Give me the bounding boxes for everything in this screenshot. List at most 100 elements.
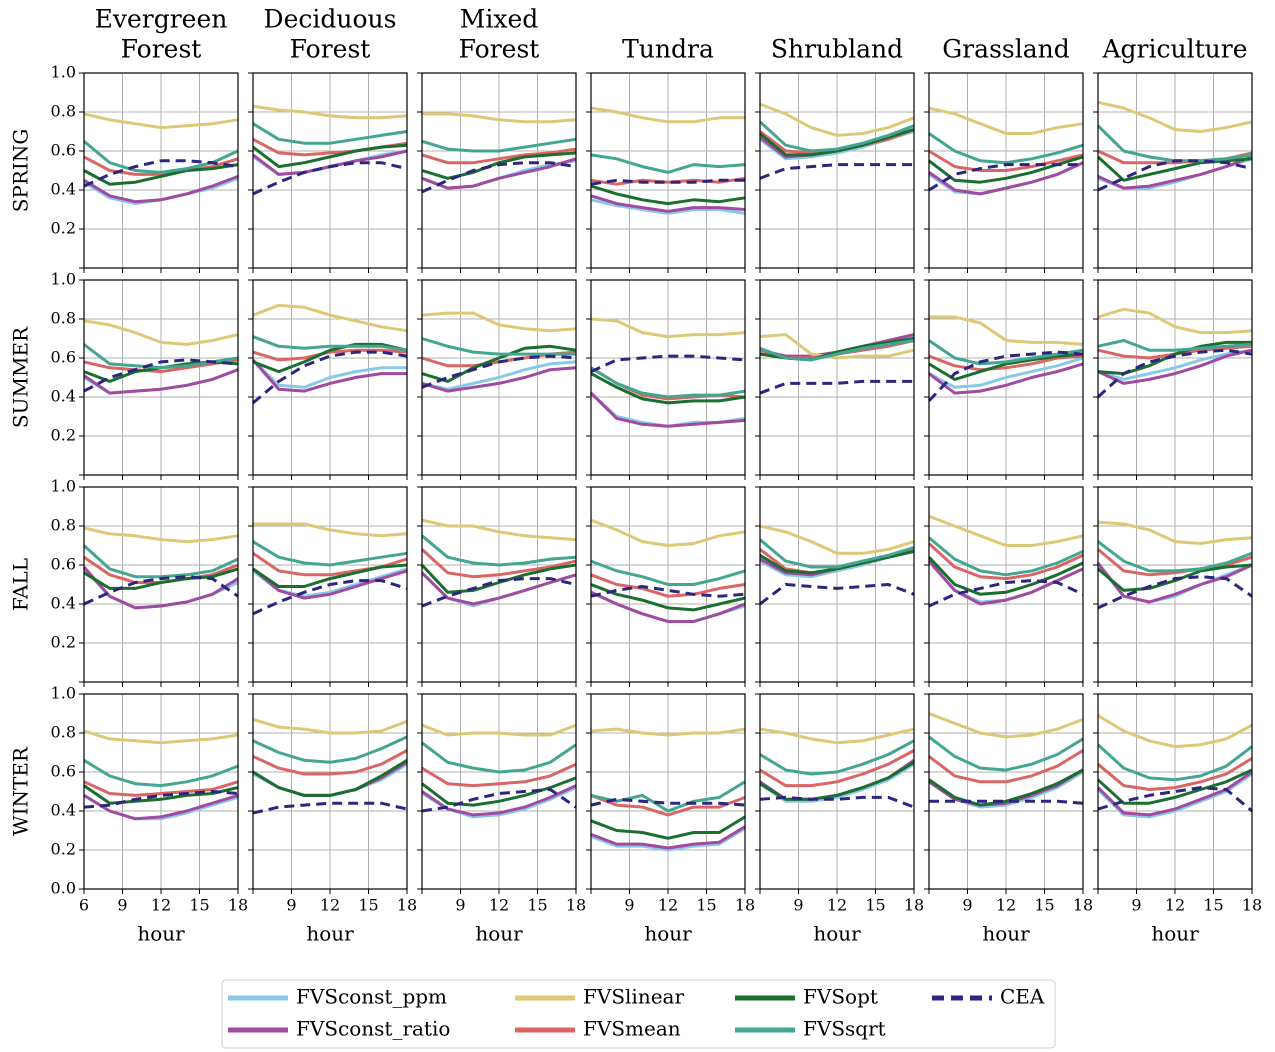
series-line bbox=[927, 556, 1084, 596]
series-line bbox=[421, 762, 577, 788]
series-line bbox=[759, 761, 915, 801]
series-line bbox=[759, 163, 914, 180]
series-line bbox=[83, 319, 239, 346]
series-line bbox=[421, 337, 576, 356]
y-tick-label: 1.0 bbox=[51, 270, 76, 289]
series-line bbox=[590, 590, 746, 623]
series-line bbox=[421, 161, 577, 194]
x-tick-label: 9 bbox=[793, 896, 803, 915]
x-tick-label: 18 bbox=[735, 896, 755, 915]
row-label: SUMMER bbox=[9, 326, 33, 428]
series-line bbox=[927, 560, 1084, 606]
x-tick-label: 9 bbox=[117, 896, 127, 915]
series-line bbox=[1097, 540, 1253, 573]
series-line bbox=[928, 536, 1084, 577]
column-title: Deciduous bbox=[264, 5, 397, 34]
series-line bbox=[251, 358, 407, 389]
series-line bbox=[83, 368, 239, 395]
y-tick-label: 0.4 bbox=[51, 387, 76, 406]
y-tick-label: 1.0 bbox=[51, 63, 76, 82]
series-line bbox=[83, 759, 239, 788]
x-axis-label: hour bbox=[813, 922, 861, 946]
series-line bbox=[928, 149, 1084, 172]
series-line bbox=[420, 548, 577, 579]
series-line bbox=[759, 583, 915, 606]
series-line bbox=[759, 379, 914, 395]
x-tick-label: 15 bbox=[1034, 896, 1054, 915]
x-tick-label: 9 bbox=[1131, 896, 1141, 915]
y-tick-label: 0.2 bbox=[51, 426, 76, 445]
series-line bbox=[83, 729, 239, 745]
series-line bbox=[252, 579, 408, 616]
x-axis-label: hour bbox=[137, 922, 185, 946]
series-line bbox=[590, 585, 746, 598]
x-axis-label: hour bbox=[306, 922, 354, 946]
x-tick-label: 15 bbox=[865, 896, 885, 915]
x-tick-label: 6 bbox=[79, 896, 89, 915]
series-line bbox=[590, 559, 746, 586]
series-line bbox=[252, 104, 408, 120]
row-label: FALL bbox=[9, 558, 33, 611]
series-line bbox=[252, 540, 408, 567]
series-line bbox=[421, 723, 577, 737]
y-tick-label: 0.8 bbox=[51, 516, 76, 535]
series-line bbox=[1097, 575, 1253, 610]
series-line bbox=[1097, 786, 1253, 813]
legend-label: FVSmean bbox=[583, 1017, 681, 1041]
series-line bbox=[83, 575, 239, 606]
row-label: WINTER bbox=[9, 746, 33, 836]
series-line bbox=[590, 184, 746, 206]
y-tick-label: 0.8 bbox=[51, 102, 76, 121]
series-line bbox=[1097, 548, 1253, 577]
y-tick-label: 0.2 bbox=[51, 219, 76, 238]
x-tick-label: 12 bbox=[320, 896, 340, 915]
series-line bbox=[590, 825, 746, 850]
series-line bbox=[1097, 100, 1253, 133]
series-line bbox=[928, 356, 1084, 389]
series-line bbox=[759, 739, 915, 776]
y-tick-label: 0.4 bbox=[51, 801, 76, 820]
series-line bbox=[1097, 563, 1253, 592]
series-line bbox=[590, 815, 746, 840]
series-line bbox=[421, 741, 577, 774]
series-line bbox=[252, 759, 408, 797]
series-line bbox=[252, 567, 408, 600]
series-line bbox=[928, 106, 1084, 135]
x-tick-label: 18 bbox=[228, 896, 248, 915]
series-line bbox=[421, 776, 577, 807]
x-tick-label: 12 bbox=[827, 896, 847, 915]
series-line bbox=[928, 579, 1084, 608]
legend-box bbox=[221, 979, 1056, 1049]
series-line bbox=[1096, 772, 1253, 819]
series-line bbox=[1097, 714, 1253, 749]
x-tick-label: 12 bbox=[151, 896, 171, 915]
series-line bbox=[590, 727, 746, 737]
series-line bbox=[252, 717, 408, 735]
series-line bbox=[1096, 743, 1253, 782]
series-line bbox=[1097, 348, 1253, 385]
series-line bbox=[83, 793, 239, 821]
series-line bbox=[929, 315, 1084, 346]
series-line bbox=[928, 339, 1084, 366]
x-tick-label: 18 bbox=[1073, 896, 1093, 915]
series-line bbox=[1097, 159, 1253, 192]
legend-label: FVSlinear bbox=[583, 985, 684, 1009]
series-line bbox=[759, 549, 915, 575]
series-line bbox=[1097, 307, 1253, 335]
series-line bbox=[590, 797, 746, 807]
y-tick-label: 0.2 bbox=[51, 840, 76, 859]
series-line bbox=[590, 518, 746, 547]
y-tick-label: 0.8 bbox=[51, 309, 76, 328]
series-line bbox=[83, 112, 239, 130]
series-line bbox=[759, 333, 915, 360]
series-line bbox=[1097, 757, 1253, 791]
series-line bbox=[421, 151, 577, 180]
series-line bbox=[590, 198, 746, 215]
series-line bbox=[590, 178, 745, 186]
series-line bbox=[421, 360, 577, 391]
series-line bbox=[1097, 155, 1253, 190]
series-line bbox=[83, 358, 239, 393]
series-line bbox=[590, 317, 746, 339]
series-line bbox=[759, 749, 915, 788]
legend-label: FVSconst_ppm bbox=[296, 985, 447, 1009]
